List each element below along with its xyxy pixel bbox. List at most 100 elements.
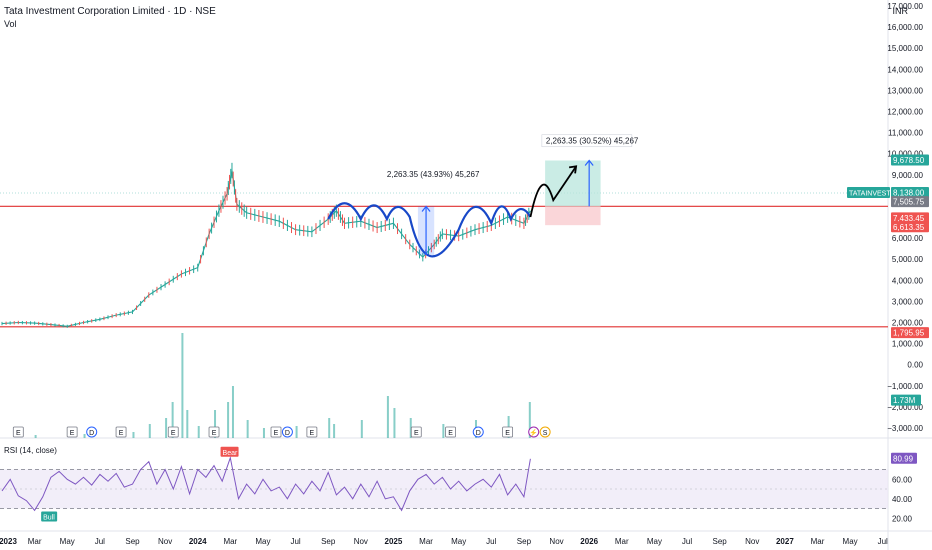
event-marker-label: E <box>414 430 419 437</box>
time-tick-label: Jul <box>486 537 496 546</box>
event-marker-label: E <box>212 430 217 437</box>
price-tick-label: 15,000.00 <box>887 44 923 53</box>
price-tick-label: −2,000.00 <box>887 403 923 412</box>
price-tick-label: 17,000.00 <box>887 2 923 11</box>
price-tick-label: 9,000.00 <box>892 171 924 180</box>
event-marker-label: D <box>476 430 481 437</box>
volume-bar <box>186 410 189 438</box>
stop-line-label-bg <box>891 212 929 224</box>
stop-line-label: 7,433.45 <box>893 214 925 223</box>
time-tick-label: Sep <box>321 537 336 546</box>
event-marker-label: E <box>119 430 124 437</box>
event-marker-icon <box>270 426 282 438</box>
time-tick-label: Nov <box>745 537 759 546</box>
price-tick-label: 14,000.00 <box>887 65 923 74</box>
cup-pattern <box>327 202 532 258</box>
time-tick-label: May <box>60 537 75 546</box>
stop-zone <box>545 206 601 226</box>
stop-price-label-bg <box>891 221 929 233</box>
time-tick-label: Mar <box>811 537 825 546</box>
entry-price-label: 7,505.75 <box>893 198 925 207</box>
price-tick-label: 13,000.00 <box>887 86 923 95</box>
ticker-label-bg <box>847 186 890 198</box>
last-price-label-bg <box>891 186 929 198</box>
volume-value-label-bg <box>891 394 921 406</box>
time-tick-label: Jul <box>878 537 888 546</box>
rsi-last-bg <box>891 452 917 464</box>
price-tick-label: 3,000.00 <box>892 297 924 306</box>
target-measure-label: 2,263.35 (30.52%) 45,267 <box>546 137 639 146</box>
event-marker-label: ⚡ <box>529 428 538 437</box>
time-tick-label: Sep <box>713 537 728 546</box>
time-tick-label: 2027 <box>776 537 794 546</box>
time-tick-label: May <box>647 537 662 546</box>
volume-label: Vol <box>4 19 17 29</box>
time-tick-label: Jul <box>682 537 692 546</box>
volume-bar <box>148 424 151 438</box>
event-marker-label: E <box>171 430 176 437</box>
time-tick-label: Sep <box>125 537 140 546</box>
event-marker-label: D <box>89 430 94 437</box>
price-tick-label: 0.00 <box>907 361 923 370</box>
time-tick-label: Nov <box>549 537 563 546</box>
volume-bar <box>246 420 249 438</box>
time-tick-label: May <box>255 537 270 546</box>
support-price-label: 1,795.95 <box>893 329 925 338</box>
price-tick-label: −3,000.00 <box>887 424 923 433</box>
event-marker-icon <box>472 426 484 438</box>
target-price-label: 9,678.50 <box>893 156 925 165</box>
volume-bar <box>231 386 234 438</box>
cup-measure-label: 2,263.35 (43.93%) 45,267 <box>387 170 480 179</box>
event-marker-icon <box>528 426 540 438</box>
target-arrow-head <box>584 159 594 166</box>
volume-bar <box>132 432 135 438</box>
time-tick-label: Mar <box>223 537 237 546</box>
rsi-tick-label: 60.00 <box>892 475 913 484</box>
time-tick-label: Jul <box>95 537 105 546</box>
price-tick-label: 11,000.00 <box>888 129 924 138</box>
target-label-box <box>541 134 633 148</box>
bull-badge: Bull <box>43 514 55 521</box>
time-tick-label: 2025 <box>385 537 403 546</box>
entry-price-label-bg <box>891 196 929 208</box>
price-tick-label: 4,000.00 <box>892 276 924 285</box>
event-marker-icon <box>306 426 318 438</box>
event-marker-label: E <box>16 430 21 437</box>
chart-title: Tata Investment Corporation Limited · 1D… <box>4 6 216 17</box>
event-marker-icon <box>208 426 220 438</box>
time-tick-label: Nov <box>158 537 172 546</box>
event-marker-label: E <box>274 430 279 437</box>
rsi-band <box>0 469 888 509</box>
volume-bar <box>333 424 336 438</box>
event-marker-icon <box>445 426 456 438</box>
volume-bar <box>171 402 174 438</box>
rsi-tick-label: 40.00 <box>892 495 913 504</box>
volume-bar <box>227 402 230 438</box>
currency-label: INR <box>892 6 909 16</box>
rsi-tick-label: 20.00 <box>892 514 913 523</box>
price-tick-label: 12,000.00 <box>887 108 923 117</box>
time-tick-label: Mar <box>615 537 629 546</box>
event-marker-label: E <box>505 430 510 437</box>
event-marker-label: S <box>543 430 548 437</box>
bear-badge: Bear <box>223 450 238 457</box>
volume-bar <box>295 426 298 438</box>
time-tick-label: 2023 <box>0 537 17 546</box>
time-tick-label: 2026 <box>580 537 598 546</box>
projection-path <box>529 165 577 218</box>
volume-bar <box>393 408 396 438</box>
volume-value-label: 1.73M <box>893 396 916 405</box>
time-tick-label: May <box>451 537 466 546</box>
time-tick-label: Sep <box>517 537 532 546</box>
event-marker-label: E <box>448 430 453 437</box>
price-tick-label: −1,000.00 <box>887 382 923 391</box>
event-marker-label: E <box>70 430 75 437</box>
volume-bar <box>214 410 217 438</box>
rsi-last-label: 80.99 <box>893 454 914 463</box>
volume-bar <box>197 426 200 438</box>
projection-arrow-head <box>568 165 578 174</box>
bear-badge-bg <box>220 446 239 457</box>
price-tick-label: 1,000.00 <box>892 340 924 349</box>
